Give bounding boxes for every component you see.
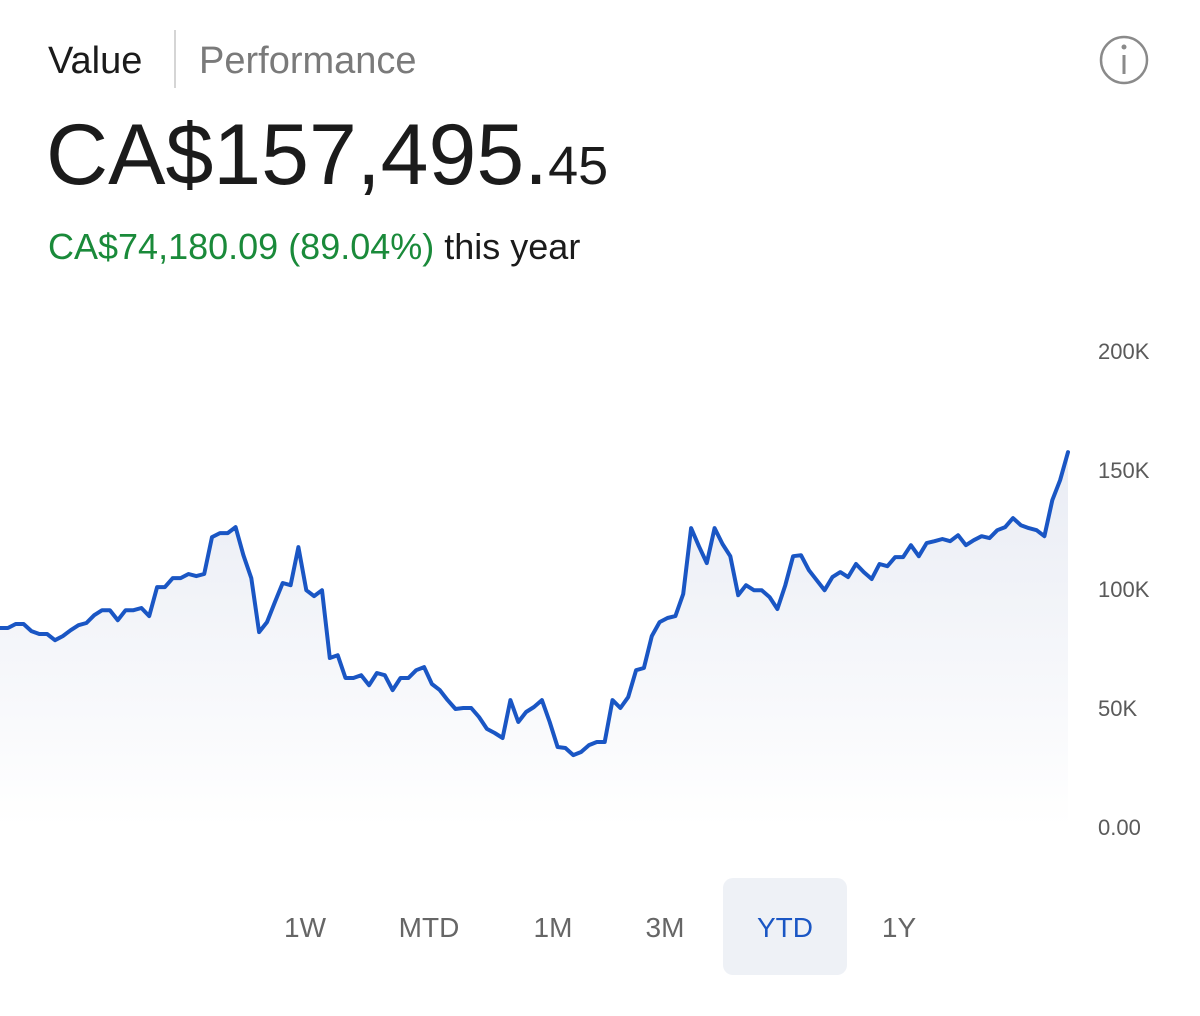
range-button[interactable]: YTD — [723, 878, 847, 975]
change-line: CA$74,180.09 (89.04%) this year — [48, 226, 580, 267]
range-highlight — [723, 878, 847, 975]
balance-cents: 45 — [548, 136, 608, 196]
range-button[interactable]: MTD — [399, 912, 460, 943]
range-button[interactable]: 1W — [284, 912, 327, 943]
range-button[interactable]: 1Y — [882, 912, 917, 943]
info-circle — [1099, 35, 1149, 85]
range-button[interactable]: 3M — [646, 912, 685, 943]
y-tick-label: 150K — [1098, 458, 1150, 483]
range-label: 1Y — [882, 912, 917, 943]
area-fill — [0, 452, 1068, 827]
y-tick-label: 0.00 — [1098, 815, 1141, 840]
value-line — [0, 450, 1070, 758]
range-label: 3M — [646, 912, 685, 943]
info-button[interactable] — [1099, 35, 1149, 85]
y-tick-label: 100K — [1098, 577, 1150, 602]
change-amount: CA$74,180.09 (89.04%) — [48, 226, 434, 267]
y-tick-label: 200K — [1098, 339, 1150, 364]
range-label: MTD — [399, 912, 460, 943]
balance-main: CA$157,495. — [46, 107, 548, 203]
change-suffix: this year — [444, 226, 580, 267]
y-tick-label: 50K — [1098, 696, 1137, 721]
tab-value[interactable]: Value — [48, 40, 142, 82]
range-label: 1M — [534, 912, 573, 943]
range-label: 1W — [284, 912, 327, 943]
tab-performance[interactable]: Performance — [199, 40, 417, 82]
info-dot — [1121, 44, 1127, 50]
balance: CA$157,495.45 — [46, 107, 608, 203]
range-label: YTD — [757, 912, 813, 943]
range-button[interactable]: 1M — [534, 912, 573, 943]
range-selector: 1W MTD 1M 3M YTD 1Y — [284, 878, 916, 975]
chart: 0.00 50K 100K 150K 200K — [0, 339, 1150, 840]
